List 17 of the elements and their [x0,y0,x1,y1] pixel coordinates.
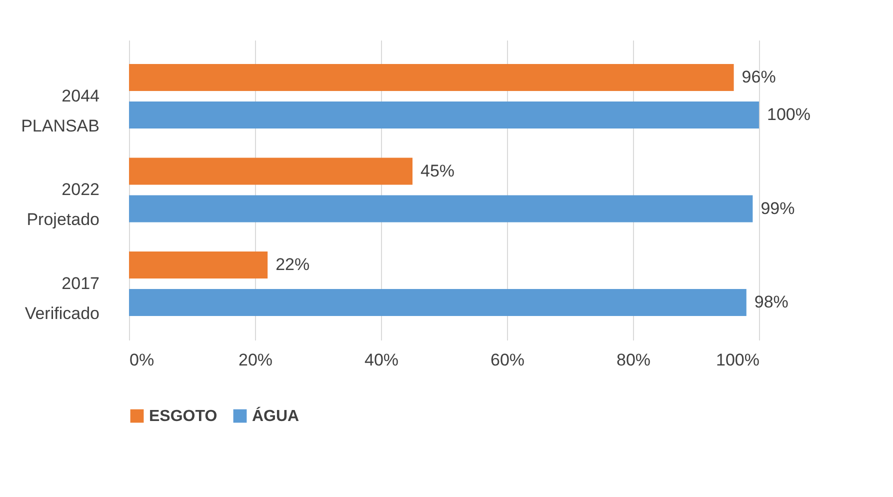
y-tick-label: 2022 Projetado [26,180,100,229]
x-tick-label: 100% [716,350,760,370]
y-tick-label: 2044 PLANSAB [21,86,100,136]
data-label: 99% [760,198,795,218]
x-tick-label: 80% [616,350,651,370]
data-label: 45% [420,161,455,180]
data-label: 100% [767,105,810,124]
data-label: 98% [754,292,788,312]
legend-label: ÁGUA [252,406,300,425]
x-tick-label: 0% [130,350,154,370]
x-tick-label: 60% [490,350,525,370]
legend-label: ESGOTO [149,408,218,425]
data-label: 22% [276,255,310,274]
data-label: 96% [742,68,776,86]
x-tick-label: 20% [238,350,273,370]
x-tick-label: 40% [364,350,399,370]
y-tick-label: 2017 Verificado [24,274,100,323]
